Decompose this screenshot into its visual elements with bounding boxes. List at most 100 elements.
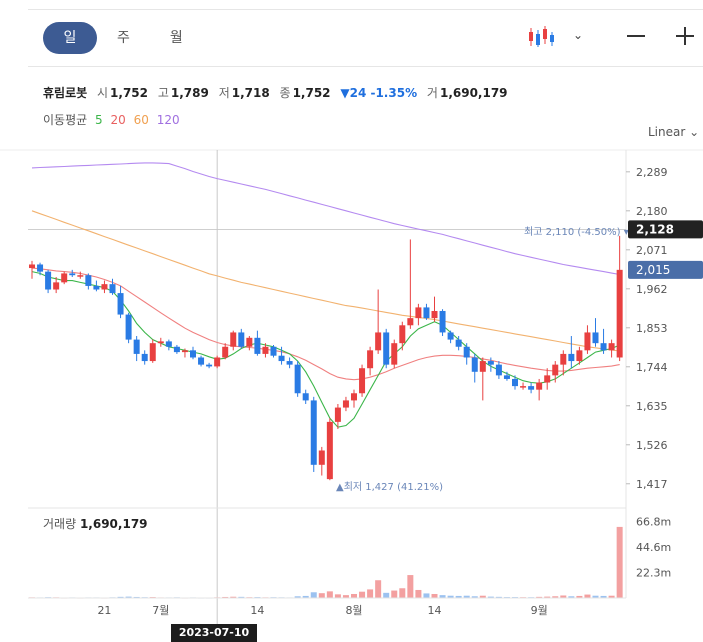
candle-body (399, 325, 406, 344)
candle-body (278, 355, 285, 362)
zoom-out-icon[interactable] (627, 35, 645, 37)
ma60-line (31, 210, 620, 352)
candle-body (359, 368, 366, 394)
y-tick-label: 2,180 (636, 205, 668, 218)
low-marker-label: ▲최저 1,427 (41.21%) (336, 481, 443, 493)
stock-name: 휴림로봇 (43, 86, 88, 100)
candle-body (375, 332, 382, 351)
y-tick-label: 2,289 (636, 166, 668, 179)
candle-body (53, 282, 60, 290)
candle-body (29, 264, 35, 269)
candle-body (294, 364, 301, 394)
x-tick-label: 9월 (531, 604, 548, 617)
tab-weekly[interactable]: 주 (117, 30, 130, 46)
candle-body (286, 361, 293, 365)
volume-bar (479, 595, 486, 598)
candle-body (149, 343, 156, 362)
chevron-down-icon: ⌄ (689, 125, 700, 139)
candle-body (536, 382, 543, 390)
volume-bar (415, 589, 422, 598)
high-value: 1,789 (170, 86, 209, 100)
candle-body (512, 378, 518, 387)
candle-body (45, 271, 52, 290)
volume-title-label: 거래량 (43, 517, 77, 531)
candle-body (487, 361, 494, 365)
scale-dropdown[interactable]: Linear ⌄ (648, 125, 699, 139)
tabs-divider (28, 66, 703, 67)
candle-body (85, 275, 92, 286)
candlestick-chart-icon[interactable] (528, 26, 554, 48)
volume-bar (391, 590, 398, 598)
close-label: 종 (279, 86, 291, 100)
volume-tick-label: 44.6m (636, 541, 671, 554)
y-tick-label: 1,635 (636, 400, 668, 413)
volume-bar (407, 575, 414, 598)
top-divider (28, 9, 703, 10)
open-label: 시 (97, 86, 109, 100)
tab-monthly[interactable]: 월 (169, 30, 183, 46)
candle-body (391, 343, 398, 365)
candle-body (447, 332, 454, 340)
volume-bar (334, 594, 341, 598)
volume-bar (487, 596, 494, 598)
volume-bar (399, 588, 406, 598)
candle-body (608, 343, 615, 351)
ma60-legend: 60 (133, 113, 149, 127)
volume-bar (230, 596, 237, 598)
volume-bar (359, 591, 366, 598)
low-value: 1,718 (231, 86, 270, 100)
x-tick-label: 21 (97, 604, 111, 617)
candle-body (270, 346, 277, 356)
volume-bar (367, 589, 374, 598)
volume-bar (302, 595, 309, 598)
candle-body (117, 293, 124, 315)
y-tick-label: 1,744 (636, 361, 668, 374)
candle-body (383, 332, 390, 365)
ma-legend-label: 이동평균 (43, 113, 88, 127)
volume-bar (439, 595, 446, 598)
moving-average-legend: 이동평균 5 20 60 120 (43, 111, 184, 128)
volume-bar (568, 596, 575, 598)
volume-label: 거 (426, 86, 438, 100)
candle-body (141, 353, 148, 362)
candle-body (69, 273, 76, 276)
volume-bar (495, 596, 502, 598)
x-tick-label: 14 (250, 604, 264, 617)
volume-bar (544, 596, 551, 598)
last-price-badge (628, 260, 703, 279)
candle-body (37, 264, 44, 272)
candle-body (568, 353, 575, 362)
volume-bar (592, 595, 599, 598)
low-label: 저 (218, 86, 230, 100)
current-price-value: 2,128 (636, 222, 674, 236)
chevron-down-icon[interactable]: ⌄ (573, 28, 584, 42)
volume-bar (463, 595, 470, 598)
volume-value: 1,690,179 (439, 86, 508, 100)
candle-body (318, 450, 325, 465)
candle-body (552, 364, 559, 376)
candle-body (302, 393, 309, 401)
candle-body (576, 350, 583, 362)
y-tick-label: 2,071 (636, 244, 668, 257)
volume-tick-label: 66.8m (636, 515, 671, 528)
volume-bar (375, 580, 382, 598)
current-price-badge (628, 220, 703, 239)
volume-bar (552, 596, 559, 598)
candle-body (503, 375, 510, 379)
ma20-line (31, 267, 620, 381)
candle-body (310, 400, 317, 465)
volume-bar (455, 595, 462, 598)
x-tick-label: 7월 (152, 604, 169, 617)
candle-body (342, 400, 349, 408)
volume-bar (133, 596, 140, 598)
candle-body (471, 357, 478, 372)
tab-daily[interactable]: 일 (43, 22, 97, 54)
ma5-line (31, 271, 620, 428)
volume-bar (447, 595, 454, 598)
volume-bar (294, 596, 301, 598)
close-value: 1,752 (292, 86, 331, 100)
volume-title: 거래량 1,690,179 (43, 515, 148, 532)
candle-body (584, 332, 591, 351)
zoom-in-icon[interactable] (676, 27, 694, 45)
